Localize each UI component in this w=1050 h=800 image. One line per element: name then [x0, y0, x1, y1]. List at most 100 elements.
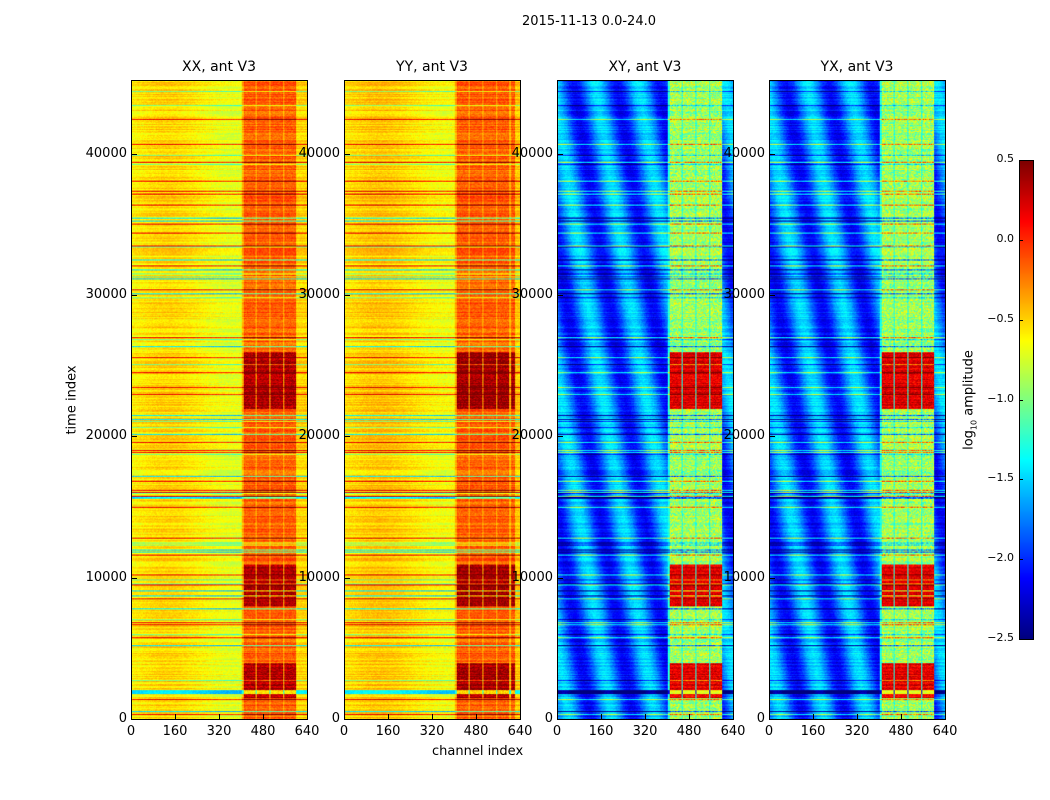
y-tick: [131, 153, 137, 155]
y-tick-label: 30000: [511, 286, 553, 302]
y-tick-label: 30000: [723, 286, 765, 302]
y-tick: [131, 577, 137, 579]
y-tick: [769, 294, 775, 296]
x-tick-label: 160: [588, 724, 614, 739]
figure-suptitle: 2015-11-13 0.0-24.0: [522, 14, 656, 29]
colorbar-tick-label: −0.5: [987, 311, 1014, 325]
x-tick: [813, 714, 814, 720]
y-tick-label: 0: [118, 711, 127, 726]
y-tick-label: 40000: [298, 145, 340, 161]
colorbar-tick-label: 0.5: [996, 152, 1015, 165]
x-tick: [131, 714, 132, 720]
colorbar-tick: [1019, 479, 1023, 481]
x-tick-label: 640: [720, 724, 746, 739]
x-tick: [476, 714, 477, 720]
y-tick-label: 40000: [723, 145, 765, 161]
y-tick: [131, 294, 137, 296]
x-tick: [945, 714, 946, 720]
x-tick-label: 0: [339, 724, 349, 739]
y-tick: [557, 436, 563, 438]
colorbar-gradient: [1020, 161, 1033, 639]
heatmap-image: [132, 81, 307, 719]
x-tick-label: 160: [375, 724, 401, 739]
heatmap-panel-2: [557, 80, 734, 720]
x-tick: [388, 714, 389, 720]
y-axis-label: time index: [64, 365, 80, 435]
colorbar-label-log: log: [961, 430, 977, 450]
colorbar-tick: [1019, 399, 1023, 401]
heatmap-image: [770, 81, 945, 719]
colorbar-tick-label: −1.5: [987, 471, 1014, 485]
x-tick-label: 640: [932, 724, 958, 739]
colorbar-tick: [1019, 239, 1023, 241]
y-tick-label: 30000: [298, 286, 340, 302]
heatmap-panel-0: [131, 80, 308, 720]
x-tick: [769, 714, 770, 720]
x-tick-label: 320: [206, 724, 232, 739]
x-tick: [263, 714, 264, 720]
y-tick-label: 30000: [85, 286, 127, 302]
panel-title: YX, ant V3: [820, 59, 894, 75]
x-tick-label: 0: [764, 724, 774, 739]
y-tick-label: 0: [544, 711, 553, 726]
y-tick: [131, 719, 137, 720]
y-tick-label: 40000: [511, 145, 553, 161]
y-tick: [557, 577, 563, 579]
x-tick: [344, 714, 345, 720]
colorbar-tick: [1019, 319, 1023, 321]
x-tick: [645, 714, 646, 720]
colorbar-tick: [1019, 559, 1023, 561]
y-tick: [769, 719, 775, 720]
colorbar-tick-label: −2.0: [987, 551, 1014, 565]
x-tick: [857, 714, 858, 720]
y-tick-label: 20000: [298, 428, 340, 444]
y-tick-label: 10000: [85, 569, 127, 585]
x-tick-label: 480: [250, 724, 276, 739]
x-tick: [557, 714, 558, 720]
colorbar-tick: [1019, 639, 1023, 640]
x-tick-label: 480: [676, 724, 702, 739]
x-tick: [733, 714, 734, 720]
colorbar-label-sub: 10: [969, 419, 979, 431]
y-tick-label: 20000: [511, 428, 553, 444]
x-tick-label: 320: [419, 724, 445, 739]
heatmap-panel-3: [769, 80, 946, 720]
x-tick-label: 160: [800, 724, 826, 739]
y-tick: [131, 436, 137, 438]
x-tick-label: 480: [888, 724, 914, 739]
y-tick: [344, 153, 350, 155]
y-tick: [344, 577, 350, 579]
heatmap-image: [558, 81, 733, 719]
y-tick-label: 20000: [85, 428, 127, 444]
panel-title: XY, ant V3: [608, 59, 682, 75]
x-tick-label: 160: [162, 724, 188, 739]
colorbar-tick-label: −2.5: [987, 631, 1014, 644]
x-tick: [219, 714, 220, 720]
y-tick-label: 20000: [723, 428, 765, 444]
x-tick-label: 320: [632, 724, 658, 739]
x-tick-label: 640: [294, 724, 320, 739]
x-tick: [601, 714, 602, 720]
y-tick-label: 0: [756, 711, 765, 726]
x-tick: [307, 714, 308, 720]
colorbar-tick: [1019, 160, 1023, 161]
y-tick: [344, 719, 350, 720]
x-tick: [689, 714, 690, 720]
x-tick: [432, 714, 433, 720]
x-tick: [520, 714, 521, 720]
x-tick: [901, 714, 902, 720]
heatmap-panel-1: [344, 80, 521, 720]
y-tick-label: 0: [331, 711, 340, 726]
y-tick: [557, 153, 563, 155]
panel-title: XX, ant V3: [182, 59, 256, 75]
x-tick-label: 480: [463, 724, 489, 739]
y-tick: [344, 436, 350, 438]
y-tick-label: 10000: [298, 569, 340, 585]
y-tick: [344, 294, 350, 296]
y-tick-label: 10000: [723, 569, 765, 585]
x-tick-label: 0: [126, 724, 136, 739]
y-tick: [769, 153, 775, 155]
colorbar-tick-label: −1.0: [987, 391, 1014, 405]
panel-title: YY, ant V3: [396, 59, 468, 75]
